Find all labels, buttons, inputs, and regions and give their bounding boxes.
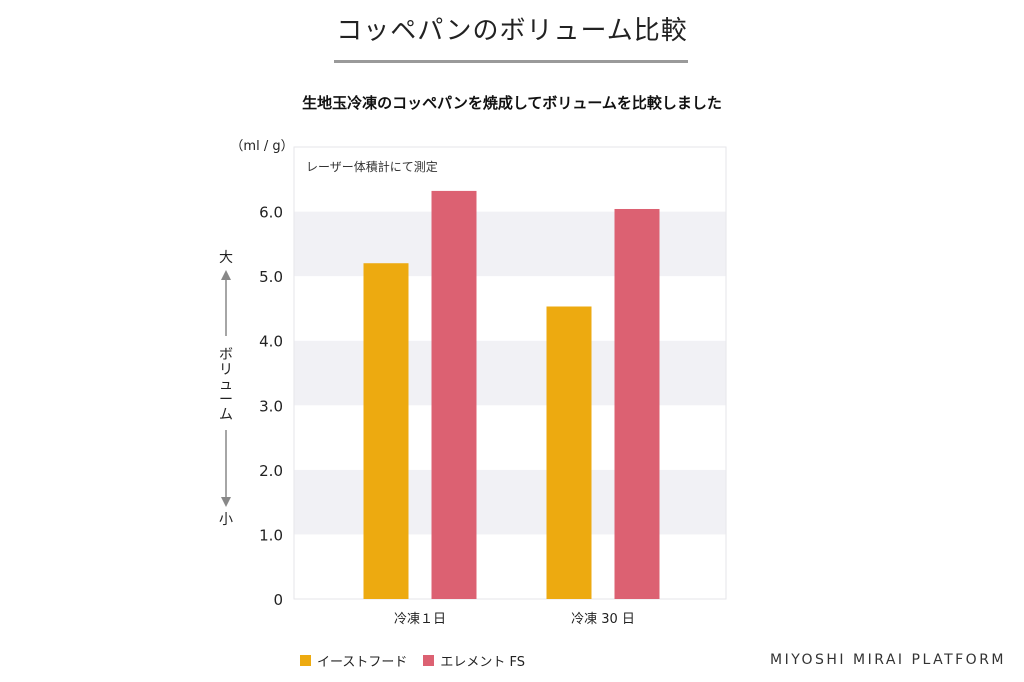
grid-band: [294, 276, 726, 341]
y-indicator-top: 大: [219, 250, 233, 266]
measurement-note: レーザー体積計にて測定: [306, 159, 438, 174]
legend-item-yeast-food: イーストフード: [300, 651, 407, 670]
arrow-down-icon: [221, 497, 231, 507]
y-tick-label: 4.0: [259, 333, 283, 351]
bar-yeast-food-0: [363, 263, 409, 599]
y-indicator-label: ボリューム: [219, 347, 233, 423]
arrow-up-icon: [221, 270, 231, 280]
bar-element-fs-1: [614, 208, 660, 599]
grid-band: [294, 211, 726, 277]
plot-frame: [293, 146, 727, 600]
chart-legend: イーストフード エレメント FS: [300, 651, 541, 670]
page-title: コッペパンのボリューム比較: [336, 16, 688, 46]
brand-name: MIYOSHI MIRAI PLATFORM: [769, 652, 1006, 668]
title-divider: [334, 60, 688, 63]
legend-label: エレメント FS: [440, 655, 525, 670]
y-unit-label: （ml / g）: [230, 139, 293, 154]
y-tick-label: 0: [273, 591, 283, 609]
y-tick-label: 1.0: [259, 526, 283, 544]
legend-swatch: [300, 655, 311, 666]
y-tick-label: 2.0: [259, 462, 283, 480]
bar-yeast-food-1: [546, 306, 592, 599]
chart-subtitle: 生地玉冷凍のコッペパンを焼成してボリュームを比較しました: [302, 94, 722, 112]
legend-item-element-fs: エレメント FS: [423, 651, 525, 670]
y-tick-label: 6.0: [259, 204, 283, 222]
legend-swatch: [423, 655, 435, 666]
grid-band: [294, 469, 726, 535]
x-category-label: 冷凍 30 日: [571, 611, 635, 627]
y-indicator-bottom: 小: [219, 512, 233, 528]
x-category-label: 冷凍１日: [394, 611, 446, 627]
legend-label: イーストフード: [317, 655, 408, 670]
grid-band: [294, 340, 726, 406]
grid-band: [294, 534, 726, 599]
y-tick-label: 5.0: [259, 268, 283, 286]
bar-element-fs-0: [431, 190, 477, 599]
y-tick-label: 3.0: [259, 397, 283, 415]
grid-band: [294, 147, 726, 212]
grid-band: [294, 405, 726, 470]
